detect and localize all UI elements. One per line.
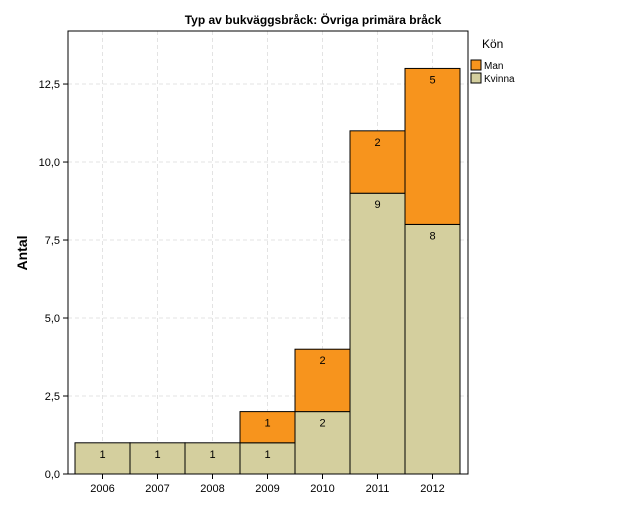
data-label-kvinna-2009: 1 — [264, 449, 270, 461]
y-tick-label: 7,5 — [45, 235, 60, 247]
legend: Kön Man Kvinna — [470, 37, 515, 85]
y-tick-label: 5,0 — [45, 313, 60, 325]
x-tick-label-2010: 2010 — [310, 483, 334, 495]
x-tick-label-2006: 2006 — [90, 483, 114, 495]
data-label-kvinna-2011: 9 — [374, 199, 380, 211]
legend-label-man: Man — [484, 61, 503, 72]
x-tick-label-2011: 2011 — [366, 483, 390, 495]
y-tick-label: 0,0 — [45, 469, 60, 481]
bars: 1 1 1 1 1 2 2 9 2 8 5 — [74, 67, 461, 475]
y-tick-label: 12,5 — [39, 79, 60, 91]
data-label-man-2009: 1 — [264, 418, 270, 430]
data-label-kvinna-2008: 1 — [209, 449, 215, 461]
bar-man-2012 — [404, 67, 461, 225]
data-label-man-2011: 2 — [374, 137, 380, 149]
data-label-kvinna-2010: 2 — [319, 418, 325, 430]
legend-swatch-kvinna — [470, 72, 482, 84]
x-tick-label-2007: 2007 — [145, 483, 169, 495]
bar-man-2011 — [349, 130, 406, 194]
data-label-kvinna-2006: 1 — [99, 449, 105, 461]
bar-kvinna-2012 — [404, 223, 461, 475]
x-tick-label-2008: 2008 — [200, 483, 224, 495]
x-tick-label-2012: 2012 — [420, 483, 444, 495]
legend-label-kvinna: Kvinna — [484, 74, 515, 85]
data-label-man-2010: 2 — [319, 355, 325, 367]
chart-title: Typ av bukväggsbråck: Övriga primära brå… — [185, 12, 442, 27]
data-label-man-2012: 5 — [429, 74, 435, 86]
data-label-kvinna-2007: 1 — [154, 449, 160, 461]
bar-kvinna-2011 — [349, 192, 406, 475]
data-label-kvinna-2012: 8 — [429, 230, 435, 242]
legend-swatch-man — [470, 59, 482, 71]
bar-kvinna-2008 — [184, 442, 241, 475]
bar-man-2009 — [239, 411, 296, 444]
legend-title: Kön — [482, 37, 503, 51]
x-tick-label-2009: 2009 — [255, 483, 279, 495]
y-tick-label: 10,0 — [39, 157, 60, 169]
bar-man-2010 — [294, 348, 351, 413]
axes: 0,0 2,5 5,0 7,5 10,0 12,5 2006 2007 2008 2009 2010… — [39, 30, 469, 495]
y-axis-label: Antal — [14, 236, 30, 271]
y-tick-label: 2,5 — [45, 391, 60, 403]
